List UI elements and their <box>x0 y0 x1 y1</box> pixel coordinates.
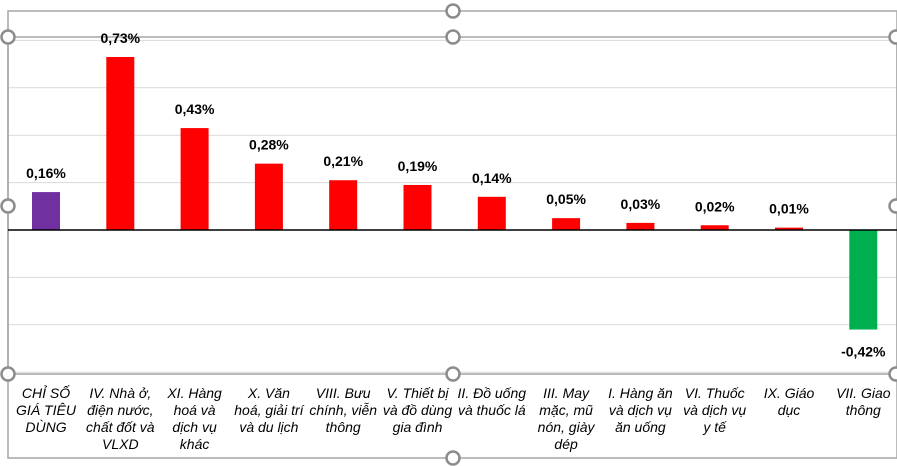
data-label: 0,14% <box>472 170 512 186</box>
bar[interactable] <box>254 163 283 230</box>
bar[interactable] <box>700 225 729 230</box>
bar[interactable] <box>552 218 581 230</box>
category-label: X. Văn hoá, giải trí và du lịch <box>234 385 305 435</box>
data-label: 0,01% <box>769 201 809 217</box>
data-label: 0,02% <box>695 198 735 214</box>
resize-handle[interactable] <box>888 198 897 214</box>
resize-handle[interactable] <box>0 198 16 214</box>
bar[interactable] <box>32 192 60 230</box>
bar[interactable] <box>180 128 209 230</box>
bar[interactable] <box>626 222 655 230</box>
resize-handle[interactable] <box>445 450 461 466</box>
category-label: I. Hàng ăn và dịch vụ ăn uống <box>608 385 673 435</box>
bars <box>32 56 878 330</box>
resize-handle[interactable] <box>0 366 16 382</box>
data-label: 0,21% <box>323 153 363 169</box>
data-label: 0,73% <box>100 30 140 46</box>
bar[interactable] <box>106 56 135 230</box>
category-label: VIII. Bưu chính, viễn thông <box>309 385 377 435</box>
category-label: VI. Thuốc và dịch vụ y tế <box>683 385 746 435</box>
bar[interactable] <box>849 230 878 330</box>
data-label: 0,43% <box>175 101 215 117</box>
category-label: IV. Nhà ở, điện nước, chất đốt và VLXD <box>86 385 155 452</box>
resize-handle[interactable] <box>445 29 461 45</box>
bar[interactable] <box>775 227 803 230</box>
resize-handle[interactable] <box>445 3 461 19</box>
data-label: 0,16% <box>26 165 66 181</box>
gridlines <box>8 39 897 373</box>
category-label: XI. Hàng hoá và dịch vụ khác <box>166 385 222 452</box>
data-label: 0,19% <box>398 158 438 174</box>
resize-handle[interactable] <box>0 29 16 45</box>
data-label: 0,03% <box>621 196 661 212</box>
category-label: IX. Giáo dục <box>764 385 815 418</box>
resize-handle[interactable] <box>888 29 897 45</box>
category-label: VII. Giao thông <box>836 385 891 418</box>
data-label: 0,05% <box>546 191 586 207</box>
category-label: III. May mặc, mũ nón, giày dép <box>538 385 596 452</box>
resize-handle[interactable] <box>445 366 461 382</box>
value-labels: 0,16% 0,73% 0,43% 0,28% 0,21% 0,19% 0,14% 0,05%… <box>26 30 886 360</box>
bar[interactable] <box>477 196 506 230</box>
category-label: V. Thiết bị và đồ dùng gia đình <box>383 385 452 435</box>
data-label: -0,42% <box>841 344 886 360</box>
bar[interactable] <box>403 184 432 230</box>
resize-handles[interactable] <box>0 3 897 466</box>
category-label: II. Đồ uống và thuốc lá <box>458 385 527 418</box>
data-label: 0,28% <box>249 137 289 153</box>
bar[interactable] <box>329 180 358 230</box>
category-label: CHỈ SỐ GIÁ TIÊU DÙNG <box>16 384 77 435</box>
resize-handle[interactable] <box>888 366 897 382</box>
